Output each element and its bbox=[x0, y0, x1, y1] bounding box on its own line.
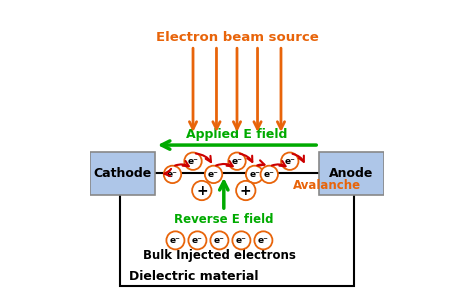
Ellipse shape bbox=[188, 231, 207, 250]
Ellipse shape bbox=[228, 152, 246, 170]
Text: e⁻: e⁻ bbox=[208, 170, 219, 179]
Text: e⁻: e⁻ bbox=[214, 236, 225, 245]
Text: e⁻: e⁻ bbox=[232, 157, 242, 166]
Text: Bulk Injected electrons: Bulk Injected electrons bbox=[143, 249, 296, 262]
Text: Cathode: Cathode bbox=[93, 167, 152, 180]
Text: Applied E field: Applied E field bbox=[186, 128, 288, 141]
Text: +: + bbox=[240, 184, 252, 197]
Ellipse shape bbox=[192, 181, 211, 200]
Bar bbox=[120, 173, 354, 286]
Ellipse shape bbox=[210, 231, 228, 250]
Text: e⁻: e⁻ bbox=[170, 236, 181, 245]
Ellipse shape bbox=[232, 231, 250, 250]
Text: e⁻: e⁻ bbox=[192, 236, 203, 245]
Ellipse shape bbox=[255, 231, 273, 250]
Text: Anode: Anode bbox=[329, 167, 374, 180]
Text: e⁻: e⁻ bbox=[188, 157, 199, 166]
Ellipse shape bbox=[164, 166, 181, 183]
Ellipse shape bbox=[246, 166, 263, 183]
Text: Dielectric material: Dielectric material bbox=[128, 270, 258, 283]
Text: +: + bbox=[196, 184, 208, 197]
Text: e⁻: e⁻ bbox=[258, 236, 269, 245]
Text: Reverse E field: Reverse E field bbox=[174, 213, 273, 226]
Text: e⁻: e⁻ bbox=[249, 170, 260, 179]
Ellipse shape bbox=[281, 152, 299, 170]
Ellipse shape bbox=[236, 181, 255, 200]
Bar bbox=[91, 152, 155, 195]
Ellipse shape bbox=[184, 152, 202, 170]
Bar bbox=[319, 152, 383, 195]
Text: Avalanche: Avalanche bbox=[293, 179, 361, 192]
Ellipse shape bbox=[261, 166, 278, 183]
Text: e⁻: e⁻ bbox=[284, 157, 295, 166]
Text: e⁻: e⁻ bbox=[236, 236, 247, 245]
Ellipse shape bbox=[166, 231, 184, 250]
Text: e⁻: e⁻ bbox=[167, 170, 178, 179]
Text: Electron beam source: Electron beam source bbox=[155, 31, 319, 44]
Ellipse shape bbox=[205, 166, 222, 183]
Text: e⁻: e⁻ bbox=[264, 170, 275, 179]
